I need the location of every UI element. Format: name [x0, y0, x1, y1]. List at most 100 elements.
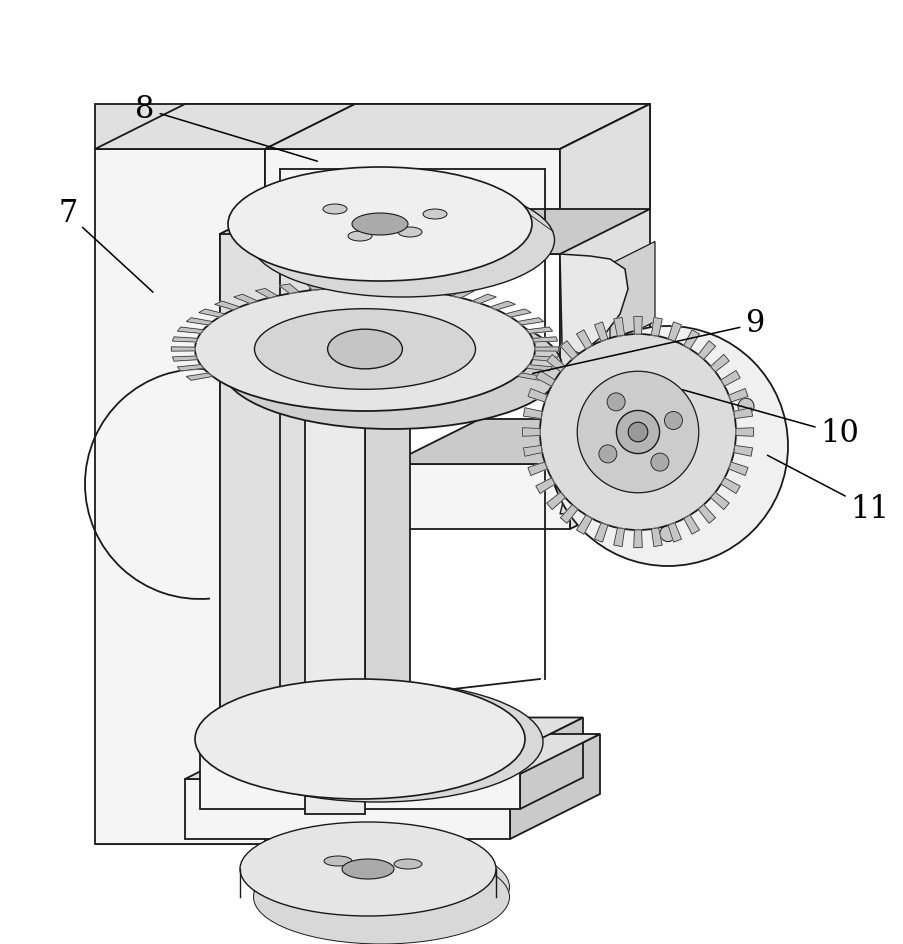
Polygon shape	[389, 419, 659, 464]
Polygon shape	[185, 779, 509, 839]
Polygon shape	[633, 316, 641, 334]
Polygon shape	[651, 528, 662, 547]
Polygon shape	[200, 749, 519, 809]
Polygon shape	[186, 318, 212, 325]
Polygon shape	[527, 463, 546, 476]
Text: 11: 11	[767, 455, 889, 525]
Ellipse shape	[323, 856, 351, 866]
Polygon shape	[535, 346, 558, 351]
Polygon shape	[185, 734, 600, 779]
Text: 7: 7	[59, 198, 153, 292]
Circle shape	[547, 326, 787, 566]
Polygon shape	[304, 280, 321, 290]
Ellipse shape	[213, 682, 543, 802]
Polygon shape	[697, 341, 715, 360]
Circle shape	[598, 445, 616, 463]
Polygon shape	[721, 371, 740, 386]
Polygon shape	[526, 364, 552, 371]
Polygon shape	[535, 478, 554, 494]
Polygon shape	[489, 301, 515, 310]
Polygon shape	[559, 149, 572, 509]
Polygon shape	[559, 104, 649, 509]
Polygon shape	[667, 322, 681, 341]
Ellipse shape	[397, 227, 422, 237]
Polygon shape	[559, 454, 610, 514]
Polygon shape	[526, 327, 552, 333]
Polygon shape	[610, 242, 655, 344]
Polygon shape	[265, 104, 649, 149]
Polygon shape	[667, 523, 681, 542]
Polygon shape	[505, 309, 531, 317]
Polygon shape	[304, 354, 365, 814]
Ellipse shape	[322, 204, 347, 214]
Polygon shape	[532, 337, 557, 342]
Polygon shape	[570, 419, 659, 529]
Ellipse shape	[423, 209, 446, 219]
Polygon shape	[177, 364, 203, 371]
Circle shape	[607, 393, 624, 411]
Circle shape	[737, 398, 753, 414]
Polygon shape	[535, 371, 554, 386]
Polygon shape	[576, 515, 591, 534]
Ellipse shape	[394, 859, 422, 869]
Ellipse shape	[327, 329, 402, 369]
Polygon shape	[215, 301, 239, 310]
Polygon shape	[265, 149, 559, 254]
Polygon shape	[735, 428, 753, 436]
Polygon shape	[265, 104, 355, 844]
Polygon shape	[523, 408, 542, 418]
Circle shape	[539, 334, 735, 530]
Polygon shape	[613, 528, 624, 547]
Polygon shape	[219, 684, 355, 729]
Polygon shape	[452, 289, 474, 298]
Polygon shape	[279, 284, 299, 294]
Polygon shape	[172, 337, 198, 342]
Polygon shape	[331, 278, 346, 288]
Polygon shape	[95, 149, 265, 844]
Polygon shape	[613, 317, 624, 336]
Polygon shape	[431, 284, 451, 294]
Circle shape	[628, 422, 647, 442]
Circle shape	[659, 526, 675, 542]
Text: 10: 10	[682, 390, 859, 449]
Ellipse shape	[239, 822, 496, 916]
Polygon shape	[697, 505, 715, 523]
Polygon shape	[517, 373, 543, 380]
Polygon shape	[95, 104, 355, 149]
Polygon shape	[519, 717, 582, 809]
Circle shape	[577, 371, 698, 493]
Polygon shape	[594, 523, 607, 542]
Polygon shape	[234, 295, 257, 303]
Polygon shape	[219, 189, 355, 234]
Polygon shape	[472, 295, 496, 303]
Polygon shape	[177, 327, 203, 333]
Polygon shape	[200, 717, 582, 749]
Circle shape	[582, 398, 597, 414]
Polygon shape	[633, 530, 641, 548]
Polygon shape	[683, 329, 699, 349]
Ellipse shape	[222, 305, 562, 429]
Polygon shape	[384, 278, 398, 288]
Polygon shape	[721, 478, 740, 494]
Polygon shape	[546, 354, 564, 372]
Ellipse shape	[195, 679, 525, 799]
Polygon shape	[683, 515, 699, 534]
Ellipse shape	[255, 309, 475, 389]
Polygon shape	[407, 280, 424, 290]
Ellipse shape	[228, 167, 531, 281]
Polygon shape	[594, 322, 607, 341]
Polygon shape	[559, 254, 628, 354]
Polygon shape	[728, 389, 747, 402]
Ellipse shape	[250, 183, 554, 297]
Polygon shape	[172, 356, 198, 362]
Text: 9: 9	[532, 309, 764, 374]
Polygon shape	[517, 318, 543, 325]
Polygon shape	[389, 464, 570, 529]
Polygon shape	[358, 278, 370, 287]
Circle shape	[650, 453, 668, 471]
Polygon shape	[532, 356, 557, 362]
Polygon shape	[560, 341, 577, 360]
Polygon shape	[509, 734, 600, 839]
Ellipse shape	[195, 287, 535, 411]
Circle shape	[664, 412, 682, 430]
